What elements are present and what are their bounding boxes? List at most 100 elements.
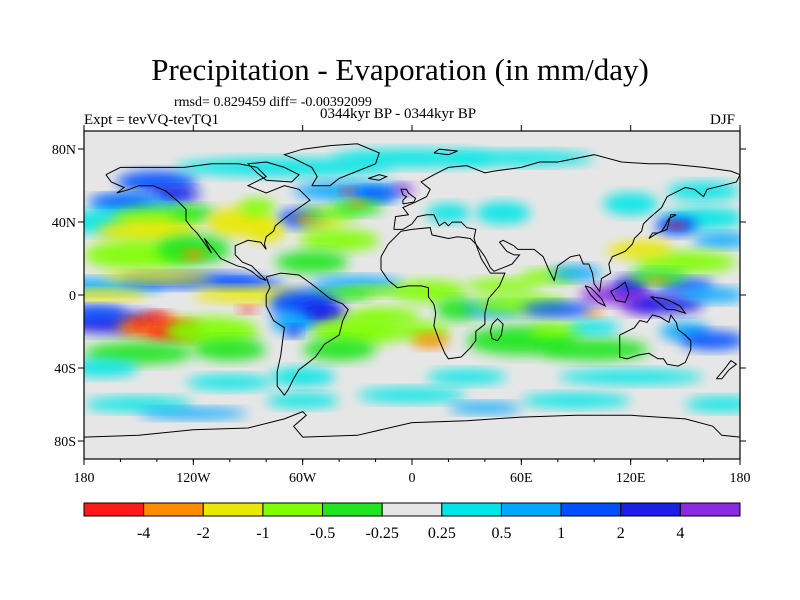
field-region — [426, 203, 471, 223]
field-region — [193, 338, 267, 361]
lat-tick-label: 80N — [52, 143, 76, 158]
lon-tick-label: 180 — [74, 471, 95, 486]
experiment-label: Expt = tevVQ-tevTQ1 — [84, 112, 220, 128]
colorbar-label: 0.5 — [491, 525, 511, 542]
field-region — [357, 387, 467, 403]
field-region — [634, 251, 737, 274]
season-label: DJF — [710, 112, 736, 128]
coastline-baffin — [246, 161, 300, 183]
coastline-japan — [648, 214, 677, 239]
colorbar-label: -2 — [197, 525, 210, 542]
colorbar-label: 2 — [617, 525, 625, 542]
colorbar-swatch — [262, 502, 324, 517]
coastline-antarctica — [84, 411, 740, 438]
field-region — [412, 333, 449, 348]
coastline-sumatra — [584, 285, 607, 308]
field-region — [84, 358, 139, 377]
coastlines — [84, 143, 740, 438]
coastline-madagascar — [489, 317, 504, 342]
coastline-uk — [400, 188, 417, 205]
field-region — [156, 234, 230, 265]
coastline-africa — [380, 227, 506, 360]
colorbar-label: 4 — [676, 525, 684, 542]
field-region — [630, 295, 704, 314]
coastline-australia — [619, 313, 692, 367]
field-region — [102, 271, 212, 283]
colorbar-label: -0.25 — [366, 525, 399, 542]
stats-label: rmsd= 0.829459 diff= -0.00392099 — [174, 95, 372, 110]
lat-tick-label: 40S — [54, 362, 76, 377]
field-region — [84, 342, 194, 365]
coastline-south-america — [265, 272, 349, 397]
field-core — [286, 325, 301, 337]
field-region — [138, 407, 248, 419]
colorbar-label: -0.5 — [310, 525, 335, 542]
field-core — [585, 309, 604, 317]
field-region — [539, 338, 649, 361]
coastline-new-zealand — [715, 359, 738, 380]
field-region — [269, 367, 336, 387]
field-region — [692, 233, 740, 248]
colorbar-swatch — [381, 502, 443, 517]
field-region — [679, 287, 740, 303]
colorbar-label: 0.25 — [428, 525, 456, 542]
colorbar-label: 1 — [557, 525, 565, 542]
field-region — [426, 369, 507, 385]
field-region — [435, 298, 480, 321]
field-core — [238, 305, 258, 314]
lat-tick-label: 0 — [69, 289, 76, 304]
colorbar-swatch — [500, 502, 562, 517]
colorbar-swatch — [83, 502, 145, 517]
field-region — [266, 393, 340, 408]
field-region — [186, 375, 274, 390]
field-region — [606, 240, 673, 259]
field-region — [679, 331, 740, 350]
field-region — [84, 289, 148, 301]
field-region — [550, 265, 602, 281]
field-region — [171, 205, 216, 221]
lat-tick-labels: 80N 40N 0 40S 80S — [52, 143, 76, 450]
field-region — [568, 320, 620, 336]
field-region — [603, 192, 659, 215]
field-region — [96, 220, 199, 243]
field-region — [348, 307, 422, 326]
precip-evap-field — [84, 149, 740, 419]
field-core — [293, 214, 312, 223]
field-core — [309, 309, 332, 317]
field-core — [166, 191, 185, 199]
field-core — [182, 249, 205, 261]
lon-tick-labels: 180 120W 60W 0 60E 120E 180 — [74, 471, 751, 486]
period-label: 0344kyr BP - 0344kyr BP — [320, 106, 477, 122]
field-region — [299, 220, 343, 232]
field-region — [238, 198, 276, 217]
field-region — [521, 302, 595, 317]
colorbar-label: -1 — [256, 525, 269, 542]
coastline-iceland — [368, 174, 388, 181]
lat-tick-label: 80S — [54, 435, 76, 450]
colorbar-label: -4 — [137, 525, 150, 542]
lon-tick-label: 60W — [289, 471, 317, 486]
colorbar-swatch — [322, 502, 383, 517]
field-region — [299, 229, 380, 252]
field-region — [685, 397, 740, 412]
coastline-svalbard — [433, 148, 458, 156]
field-core — [348, 200, 367, 208]
axis-ticks — [78, 125, 746, 465]
lon-tick-label: 120W — [176, 471, 211, 486]
colorbar-swatch — [441, 502, 502, 517]
colorbar-swatch — [560, 502, 622, 517]
lat-tick-label: 40N — [52, 216, 76, 231]
colorbar-swatch — [679, 502, 741, 517]
field-region — [87, 194, 154, 206]
field-region — [667, 182, 740, 201]
field-core — [340, 187, 356, 195]
lon-tick-label: 0 — [409, 471, 416, 486]
field-region — [271, 311, 316, 334]
colorbar-swatch — [202, 502, 264, 517]
field-region — [116, 171, 197, 193]
field-core — [667, 222, 686, 230]
lon-tick-label: 180 — [730, 471, 751, 486]
chart-title: Precipitation - Evaporation (in mm/day) — [151, 52, 649, 87]
